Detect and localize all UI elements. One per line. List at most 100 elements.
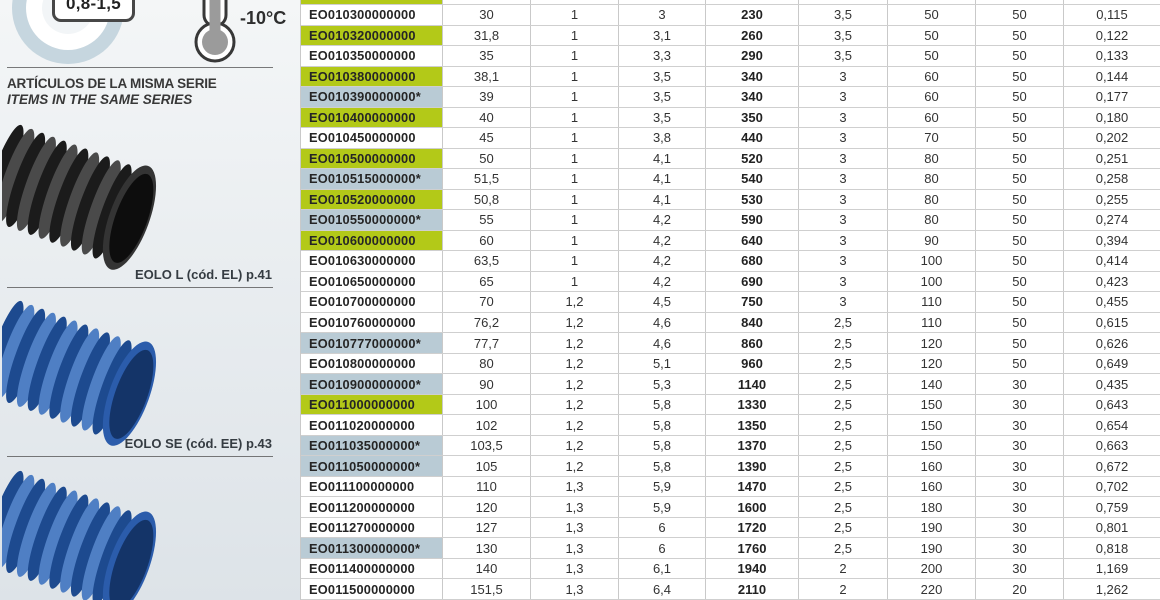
value-cell: 130 bbox=[443, 538, 531, 558]
value-cell: 1,2 bbox=[531, 333, 619, 353]
value-cell: 6,1 bbox=[619, 558, 706, 579]
value-cell bbox=[443, 0, 531, 4]
value-cell: 100 bbox=[888, 251, 976, 271]
value-cell: 1 bbox=[531, 251, 619, 271]
value-cell: 90 bbox=[888, 230, 976, 251]
product-code-cell: EO010760000000 bbox=[301, 312, 443, 333]
value-cell: 540 bbox=[706, 169, 799, 189]
value-cell: 350 bbox=[706, 107, 799, 128]
value-cell: 1,3 bbox=[531, 476, 619, 497]
value-cell: 1,2 bbox=[531, 435, 619, 456]
value-cell: 4,6 bbox=[619, 312, 706, 333]
table-row: EO011300000000* 130 1,3 6 1760 2,5 190 30 0,818 bbox=[301, 538, 1160, 559]
product-photo-label: EOLO L (cód. EL) p.41 bbox=[135, 267, 272, 282]
table-row: EO011100000000 110 1,3 5,9 1470 2,5 160 30 0,702 bbox=[301, 476, 1160, 498]
product-code-cell: EO010450000000 bbox=[301, 128, 443, 148]
product-code-cell: EO011300000000* bbox=[301, 538, 443, 558]
value-cell: 1720 bbox=[706, 517, 799, 538]
value-cell: 50 bbox=[976, 46, 1064, 66]
divider bbox=[7, 287, 273, 288]
product-photo-eolo-se bbox=[0, 296, 162, 453]
value-cell: 690 bbox=[706, 271, 799, 292]
value-cell: 35 bbox=[443, 46, 531, 66]
value-cell: 120 bbox=[888, 333, 976, 353]
thermometer-icon bbox=[194, 0, 236, 63]
value-cell: 2,5 bbox=[799, 394, 888, 415]
value-cell: 80 bbox=[888, 210, 976, 230]
value-cell: 1,2 bbox=[531, 394, 619, 415]
value-cell bbox=[531, 0, 619, 4]
value-cell: 20 bbox=[976, 579, 1064, 599]
table-row: EO010500000000 50 1 4,1 520 3 80 50 0,251 bbox=[301, 148, 1160, 170]
table-row: EO010400000000 40 1 3,5 350 3 60 50 0,180 bbox=[301, 107, 1160, 129]
value-cell: 31,8 bbox=[443, 25, 531, 46]
value-cell: 3,5 bbox=[619, 66, 706, 87]
product-code-cell: EO010650000000 bbox=[301, 271, 443, 292]
value-cell: 0,122 bbox=[1095, 27, 1129, 43]
value-cell: 51,5 bbox=[443, 169, 531, 189]
value-cell: 50 bbox=[976, 312, 1064, 333]
value-cell: 105 bbox=[443, 456, 531, 476]
value-cell: 5,9 bbox=[619, 497, 706, 517]
product-code-cell: EO010700000000 bbox=[301, 292, 443, 312]
value-cell: 0,115 bbox=[1096, 7, 1128, 23]
table-row: EO011270000000 127 1,3 6 1720 2,5 190 30 0,801 bbox=[301, 517, 1160, 539]
value-cell: 110 bbox=[443, 476, 531, 497]
value-cell: 90 bbox=[443, 374, 531, 394]
value-cell: 2,5 bbox=[799, 476, 888, 497]
value-cell: 1,2 bbox=[531, 312, 619, 333]
spec-table: EO010300000000 30 1 3 230 3,5 50 50 0,115 EO01032… bbox=[300, 0, 1160, 600]
table-row: EO010380000000 38,1 1 3,5 340 3 60 50 0,144 bbox=[301, 66, 1160, 88]
value-cell bbox=[799, 0, 888, 4]
table-row: EO011200000000 120 1,3 5,9 1600 2,5 180 30 0,759 bbox=[301, 497, 1160, 518]
value-cell: 30 bbox=[976, 456, 1064, 476]
value-cell: 4,2 bbox=[619, 251, 706, 271]
value-cell: 50 bbox=[976, 169, 1064, 189]
table-row: EO011000000000 100 1,2 5,8 1330 2,5 150 30 0,643 bbox=[301, 394, 1160, 416]
value-cell: 50 bbox=[976, 292, 1064, 312]
value-cell: 340 bbox=[706, 66, 799, 87]
value-cell: 3 bbox=[799, 66, 888, 87]
value-cell: 30 bbox=[976, 374, 1064, 394]
value-cell: 150 bbox=[888, 415, 976, 435]
value-cell: 1,3 bbox=[531, 579, 619, 599]
value-cell: 2,5 bbox=[799, 435, 888, 456]
value-cell: 0,663 bbox=[1095, 438, 1129, 454]
value-cell: 0,801 bbox=[1095, 520, 1129, 536]
value-cell: 50 bbox=[976, 107, 1064, 128]
value-cell: 1390 bbox=[706, 456, 799, 476]
value-cell: 5,8 bbox=[619, 456, 706, 476]
value-cell: 1 bbox=[531, 128, 619, 148]
sidebar: 0,8-1,5 -10°C ARTÍCULOS DE LA MISMA SERI… bbox=[0, 0, 300, 600]
value-cell: 1 bbox=[531, 148, 619, 169]
value-cell: 4,1 bbox=[619, 189, 706, 210]
value-cell: 1,2 bbox=[531, 374, 619, 394]
value-cell: 50 bbox=[976, 210, 1064, 230]
table-row: EO010700000000 70 1,2 4,5 750 3 110 50 0,455 bbox=[301, 292, 1160, 313]
table-row: EO010900000000* 90 1,2 5,3 1140 2,5 140 30 0,435 bbox=[301, 374, 1160, 395]
value-cell: 160 bbox=[888, 456, 976, 476]
value-cell: 530 bbox=[706, 189, 799, 210]
value-cell: 440 bbox=[706, 128, 799, 148]
value-cell: 30 bbox=[976, 497, 1064, 517]
table-row: EO010760000000 76,2 1,2 4,6 840 2,5 110 50 0,615 bbox=[301, 312, 1160, 334]
value-cell: 3 bbox=[799, 271, 888, 292]
value-cell: 5,8 bbox=[619, 415, 706, 435]
value-cell: 50 bbox=[976, 353, 1064, 374]
value-cell: 0,435 bbox=[1095, 376, 1129, 392]
value-cell: 0,394 bbox=[1095, 232, 1129, 248]
product-photo-eolo-n bbox=[0, 466, 162, 600]
value-cell: 3,3 bbox=[619, 46, 706, 66]
value-cell: 640 bbox=[706, 230, 799, 251]
value-cell: 190 bbox=[888, 517, 976, 538]
value-cell: 3 bbox=[619, 5, 706, 25]
value-cell: 220 bbox=[888, 579, 976, 599]
value-cell: 4,2 bbox=[619, 210, 706, 230]
table-row: EO011400000000 140 1,3 6,1 1940 2 200 30 1,169 bbox=[301, 558, 1160, 580]
value-cell: 3 bbox=[799, 148, 888, 169]
value-cell: 80 bbox=[888, 148, 976, 169]
value-cell: 3 bbox=[799, 169, 888, 189]
value-cell: 0,643 bbox=[1095, 397, 1129, 413]
value-cell: 750 bbox=[706, 292, 799, 312]
value-cell: 1 bbox=[531, 271, 619, 292]
